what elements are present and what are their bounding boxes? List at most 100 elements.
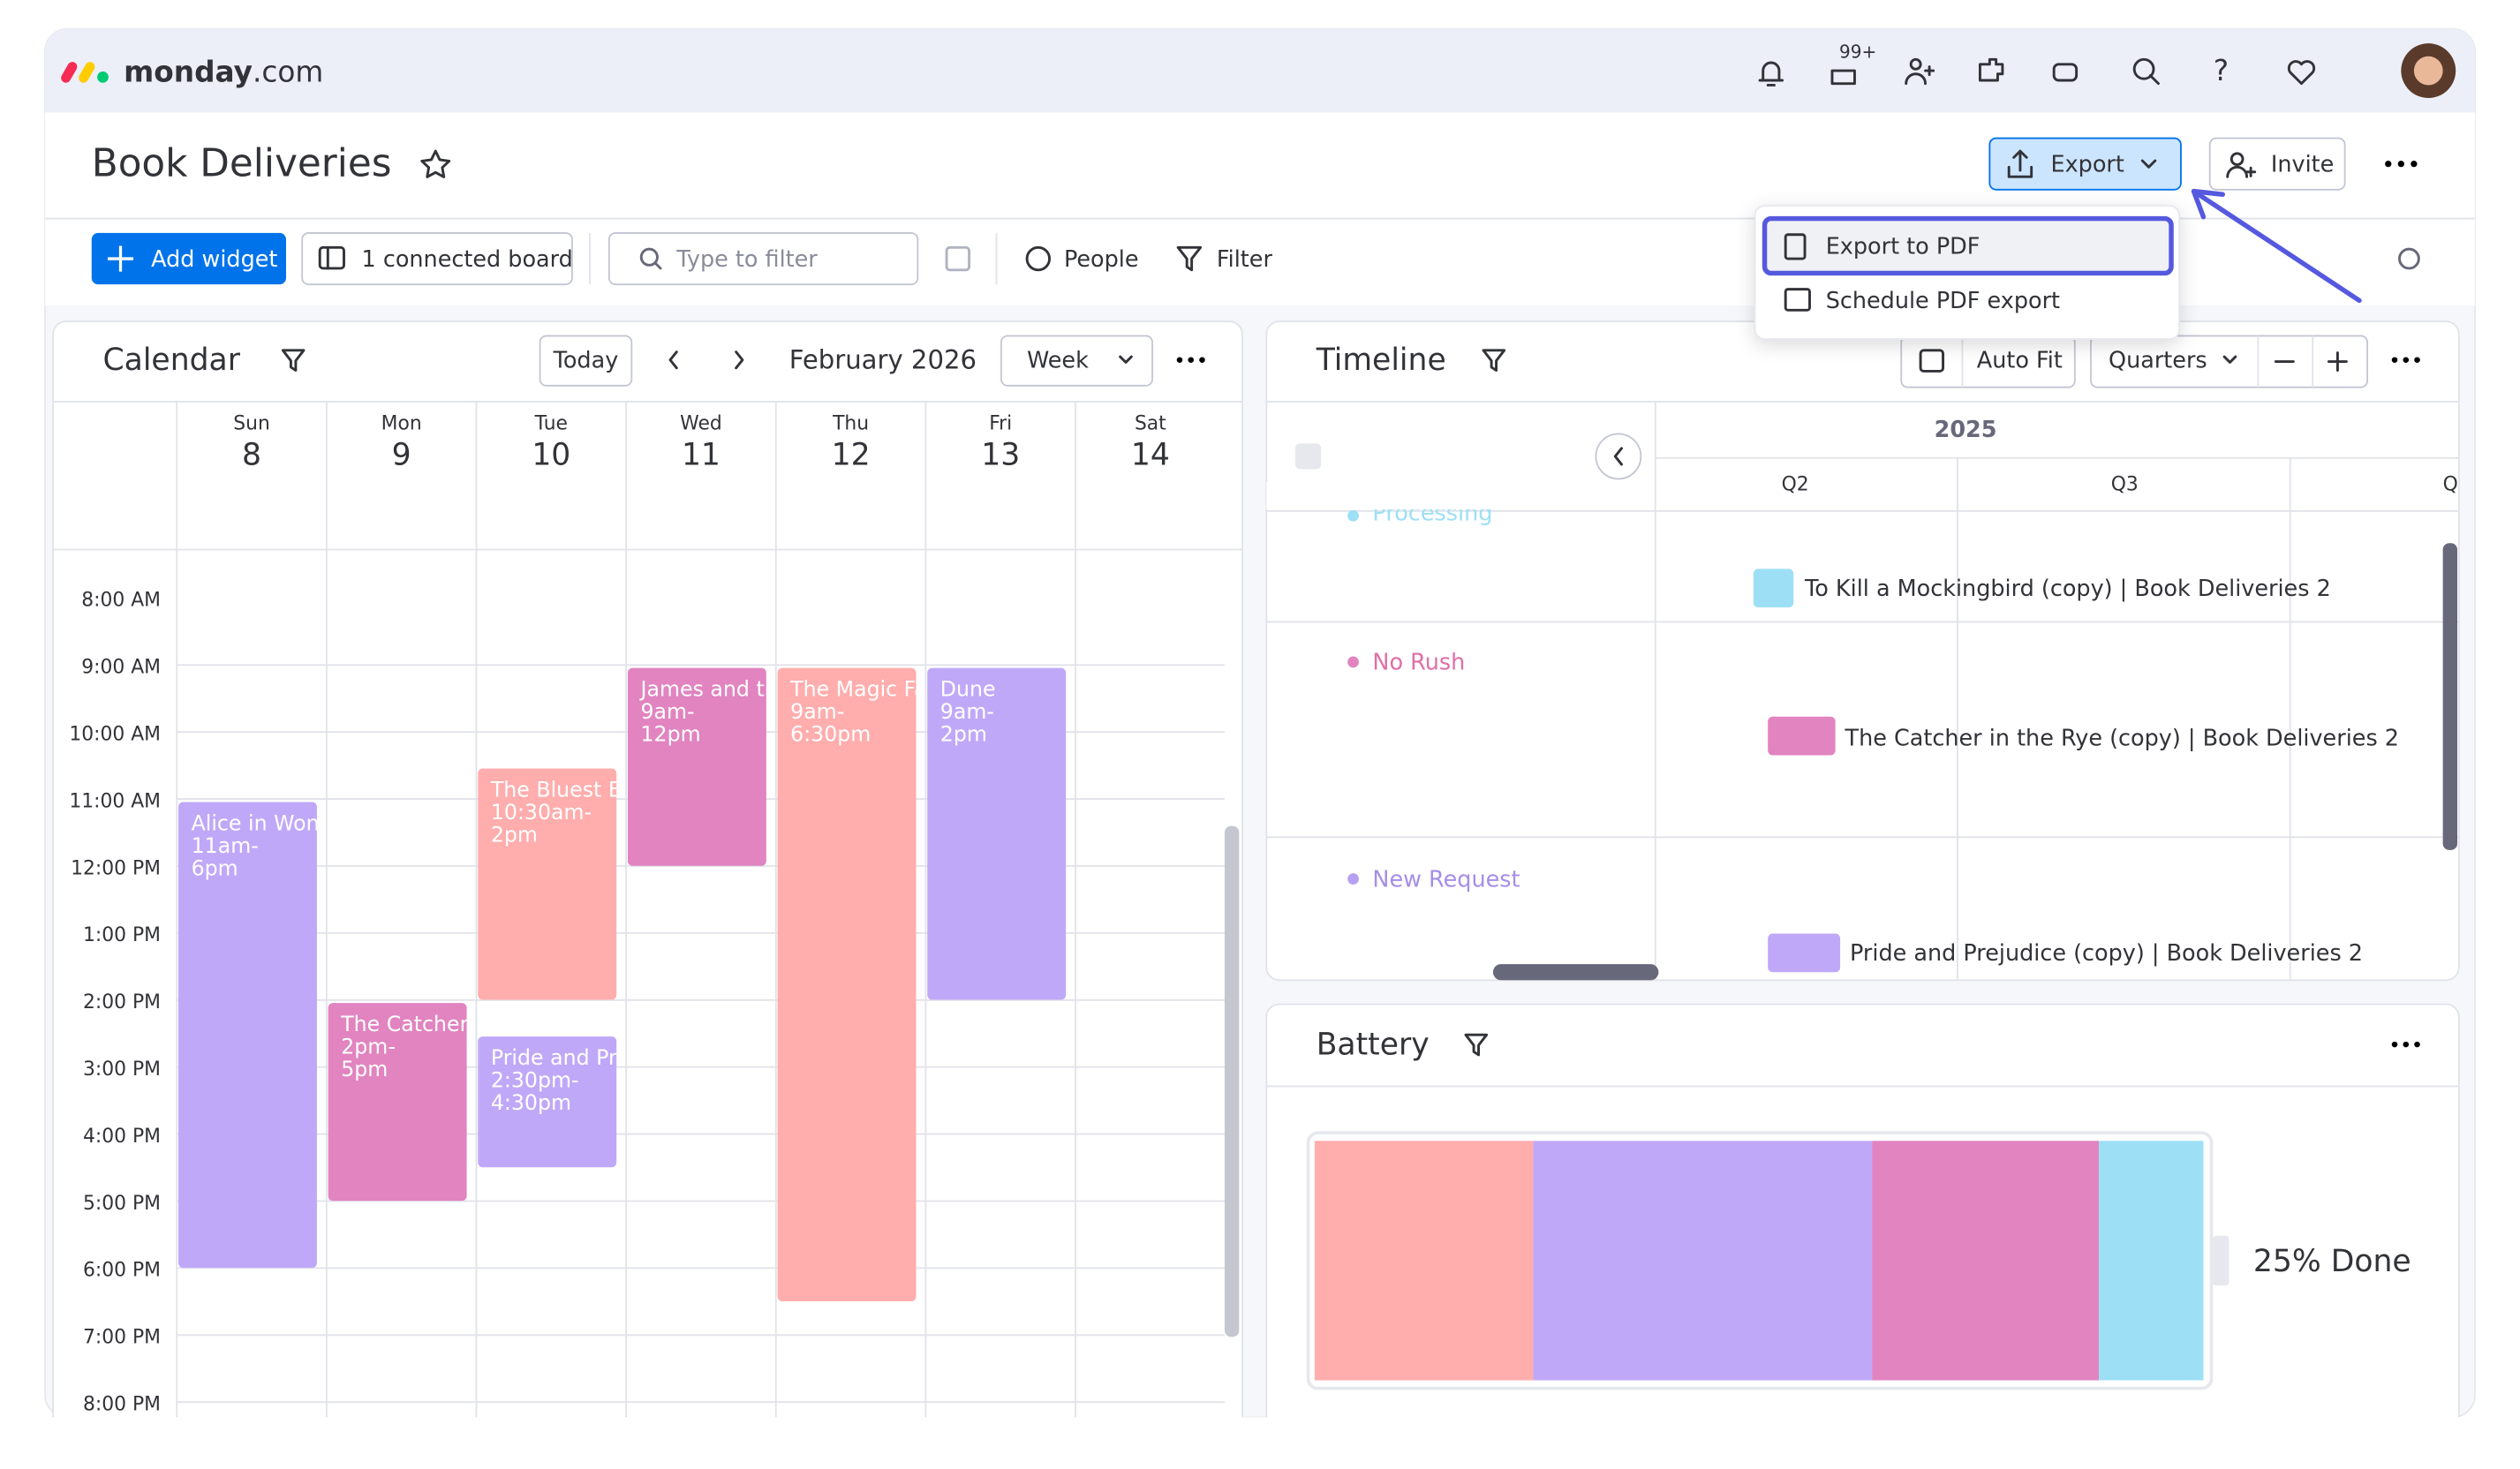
search-icon[interactable] [2132, 57, 2155, 80]
add-widget-button[interactable] [91, 232, 286, 285]
day-name: Wed [680, 413, 722, 435]
battery-segment [1872, 1141, 2100, 1381]
settings-icon[interactable] [2398, 247, 2420, 270]
invite-icon[interactable] [1905, 57, 1935, 86]
heart-icon[interactable] [2287, 60, 2316, 86]
event-time: 9am- [940, 699, 994, 724]
add-widget-label: Add widget [151, 246, 277, 273]
timeline-more[interactable] [2391, 357, 2420, 363]
schedule-export-option[interactable] [1764, 276, 2172, 328]
more-menu[interactable] [2385, 161, 2418, 168]
connected-board-button[interactable] [301, 232, 573, 286]
day-name: Fri [989, 413, 1012, 435]
logo-mark [79, 62, 95, 83]
today-button[interactable] [539, 335, 633, 387]
event-block[interactable] [328, 1003, 467, 1202]
group-label: New Request [1372, 866, 1520, 893]
timeline-hscrollbar[interactable] [1492, 964, 1659, 981]
filter-icon[interactable] [1176, 245, 1203, 272]
auto-fit-label: Auto Fit [1977, 348, 2063, 374]
favorite-star[interactable] [420, 149, 451, 178]
prev-week[interactable] [668, 350, 678, 370]
connected-board-label: 1 connected board [362, 246, 573, 273]
event-block[interactable] [178, 802, 317, 1269]
hour-label: 2:00 PM [83, 991, 161, 1013]
annotation-arrow [2191, 188, 2362, 304]
timeline-item[interactable] [1768, 716, 1836, 756]
timeline-item-label: To Kill a Mockingbird (copy) | Book Deli… [1804, 576, 2331, 602]
event-title: Alice in Won [192, 810, 320, 835]
filter-placeholder: Type to filter [675, 246, 818, 273]
hour-label: 7:00 PM [83, 1327, 161, 1349]
export-button[interactable] [1988, 137, 2182, 191]
save-icon[interactable] [945, 245, 971, 272]
event-time: 10:30am- [491, 800, 592, 825]
day-name: Mon [381, 413, 422, 435]
event-time: 6:30pm [790, 722, 871, 747]
filter-input[interactable] [607, 232, 919, 286]
top-bar [44, 28, 2476, 113]
timeline-item-label: Pride and Prejudice (copy) | Book Delive… [1850, 940, 2363, 967]
battery-status: 25% Done [2253, 1244, 2411, 1279]
apps-icon[interactable] [1978, 57, 2004, 82]
event-title: The Catcher [340, 1012, 468, 1036]
event-title: The Bluest Ey [490, 777, 634, 802]
filter-label[interactable]: Filter [1217, 246, 1273, 273]
event-block[interactable] [777, 667, 917, 1302]
next-week[interactable] [735, 350, 744, 370]
timeline-collapse[interactable] [1595, 433, 1642, 480]
view-select[interactable] [1000, 335, 1153, 387]
timeline-item[interactable] [1768, 933, 1841, 973]
quarter-label: Q3 [2111, 474, 2139, 496]
timeline-item[interactable] [1753, 569, 1794, 608]
ai-icon[interactable] [2052, 63, 2079, 82]
brand: monday.com [124, 56, 323, 89]
event-time: 12pm [641, 722, 701, 747]
day-name: Sat [1135, 413, 1166, 435]
quarter-label: Q2 [1782, 474, 1809, 496]
event-time: 2pm- [341, 1035, 396, 1059]
menu-item-label: Schedule PDF export [1826, 288, 2060, 314]
hour-label: 5:00 PM [83, 1193, 161, 1215]
zoom-in[interactable] [2327, 351, 2348, 373]
event-block[interactable] [927, 667, 1067, 1000]
calendar-more[interactable] [1176, 357, 1205, 363]
calendar-scrollbar[interactable] [1224, 825, 1240, 1337]
logo-mark [61, 62, 78, 83]
event-block[interactable] [478, 768, 617, 1000]
event-block[interactable] [627, 667, 766, 866]
battery-more[interactable] [2391, 1041, 2420, 1048]
event-title: Dune [940, 677, 996, 702]
event-time: 11am- [192, 833, 259, 858]
event-time: 2pm [491, 822, 538, 847]
day-date: 9 [392, 437, 411, 472]
day-name: Sun [233, 413, 270, 435]
event-title: Pride and Pre [491, 1045, 630, 1070]
month-label: February 2026 [789, 345, 977, 375]
event-block[interactable] [478, 1036, 617, 1168]
invite-button[interactable] [2208, 137, 2346, 191]
people-label[interactable]: People [1064, 246, 1139, 273]
battery-segment [1314, 1141, 1534, 1381]
battery-nub [2213, 1235, 2230, 1286]
bell-icon[interactable] [1758, 61, 1784, 87]
people-icon[interactable] [1025, 245, 1052, 272]
export-pdf-option[interactable] [1762, 215, 2174, 276]
day-date: 14 [1131, 437, 1170, 472]
help-icon[interactable]: ? [2214, 54, 2229, 87]
hour-label: 11:00 AM [69, 790, 161, 812]
timeline-scrollbar[interactable] [2442, 543, 2458, 850]
inbox-icon[interactable] [1830, 69, 1856, 86]
top-icons: 99+ ? [1758, 40, 2456, 99]
collapse-button[interactable] [1295, 443, 1322, 470]
day-date: 8 [242, 437, 261, 472]
event-time: 6pm [192, 855, 238, 880]
